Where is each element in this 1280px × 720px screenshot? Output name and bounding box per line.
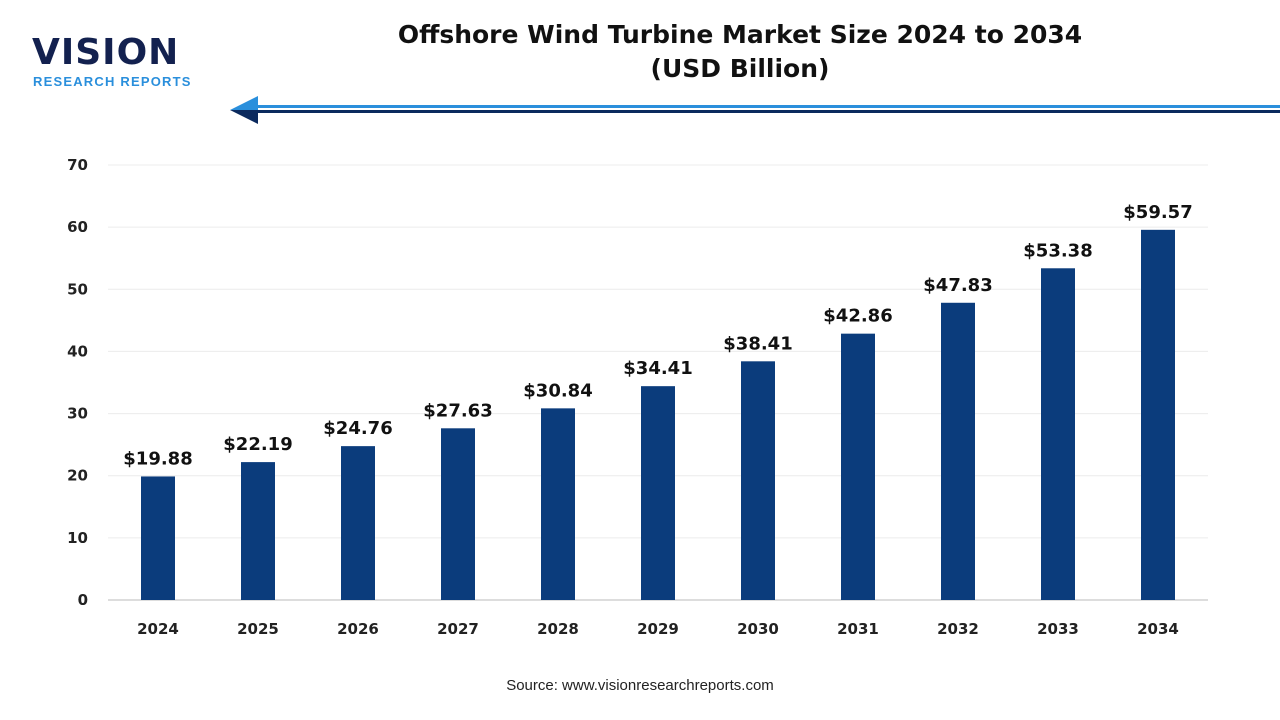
x-tick-label: 2026 — [337, 620, 379, 638]
data-label: $59.57 — [1123, 202, 1192, 223]
data-label: $24.76 — [323, 418, 392, 439]
bar-2033 — [1041, 268, 1075, 600]
data-label: $53.38 — [1023, 240, 1092, 261]
data-label: $22.19 — [223, 434, 292, 455]
chart-title: Offshore Wind Turbine Market Size 2024 t… — [397, 20, 1083, 49]
accent-line-navy — [250, 110, 1280, 113]
y-tick-label: 30 — [67, 405, 88, 423]
bar-2026 — [341, 446, 375, 600]
x-tick-label: 2025 — [237, 620, 279, 638]
bar-2034 — [1141, 229, 1175, 600]
data-label: $19.88 — [123, 448, 192, 469]
arrow-head-top — [230, 96, 258, 110]
data-label: $42.86 — [823, 306, 892, 327]
source-note: Source: www.visionresearchreports.com — [506, 677, 774, 694]
x-tick-label: 2027 — [437, 620, 479, 638]
logo: VISION RESEARCH REPORTS — [30, 32, 190, 92]
y-tick-label: 40 — [67, 342, 88, 360]
y-tick-label: 10 — [67, 529, 88, 547]
data-label: $34.41 — [623, 358, 692, 379]
x-tick-label: 2028 — [537, 620, 579, 638]
data-label: $30.84 — [523, 380, 592, 401]
y-tick-label: 20 — [67, 467, 88, 485]
x-tick-label: 2024 — [137, 620, 179, 638]
x-tick-label: 2031 — [837, 620, 879, 638]
y-tick-label: 50 — [67, 280, 88, 298]
bar-2031 — [841, 333, 875, 600]
x-tick-label: 2029 — [637, 620, 679, 638]
data-label: $47.83 — [923, 275, 992, 296]
accent-line-blue — [250, 105, 1280, 108]
bar-2032 — [941, 302, 975, 600]
y-tick-label: 0 — [78, 591, 88, 609]
arrow-head-bottom — [230, 110, 258, 124]
bar-2030 — [741, 361, 775, 600]
data-label: $27.63 — [423, 400, 492, 421]
bar-2025 — [241, 462, 275, 600]
data-label: $38.41 — [723, 333, 792, 354]
bar-2027 — [441, 428, 475, 600]
bar-2028 — [541, 408, 575, 600]
y-tick-label: 70 — [67, 156, 88, 174]
chart-subtitle: (USD Billion) — [650, 54, 830, 83]
header-arrow-decoration — [230, 96, 1280, 124]
chart-title-block: Offshore Wind Turbine Market Size 2024 t… — [340, 18, 1140, 86]
logo-subtitle: RESEARCH REPORTS — [33, 74, 192, 89]
x-tick-label: 2030 — [737, 620, 779, 638]
x-tick-label: 2032 — [937, 620, 979, 638]
x-tick-label: 2033 — [1037, 620, 1079, 638]
bar-2029 — [641, 386, 675, 600]
y-tick-label: 60 — [67, 218, 88, 236]
logo-wordmark: VISION — [32, 32, 180, 73]
x-tick-label: 2034 — [1137, 620, 1179, 638]
bar-2024 — [141, 476, 175, 600]
